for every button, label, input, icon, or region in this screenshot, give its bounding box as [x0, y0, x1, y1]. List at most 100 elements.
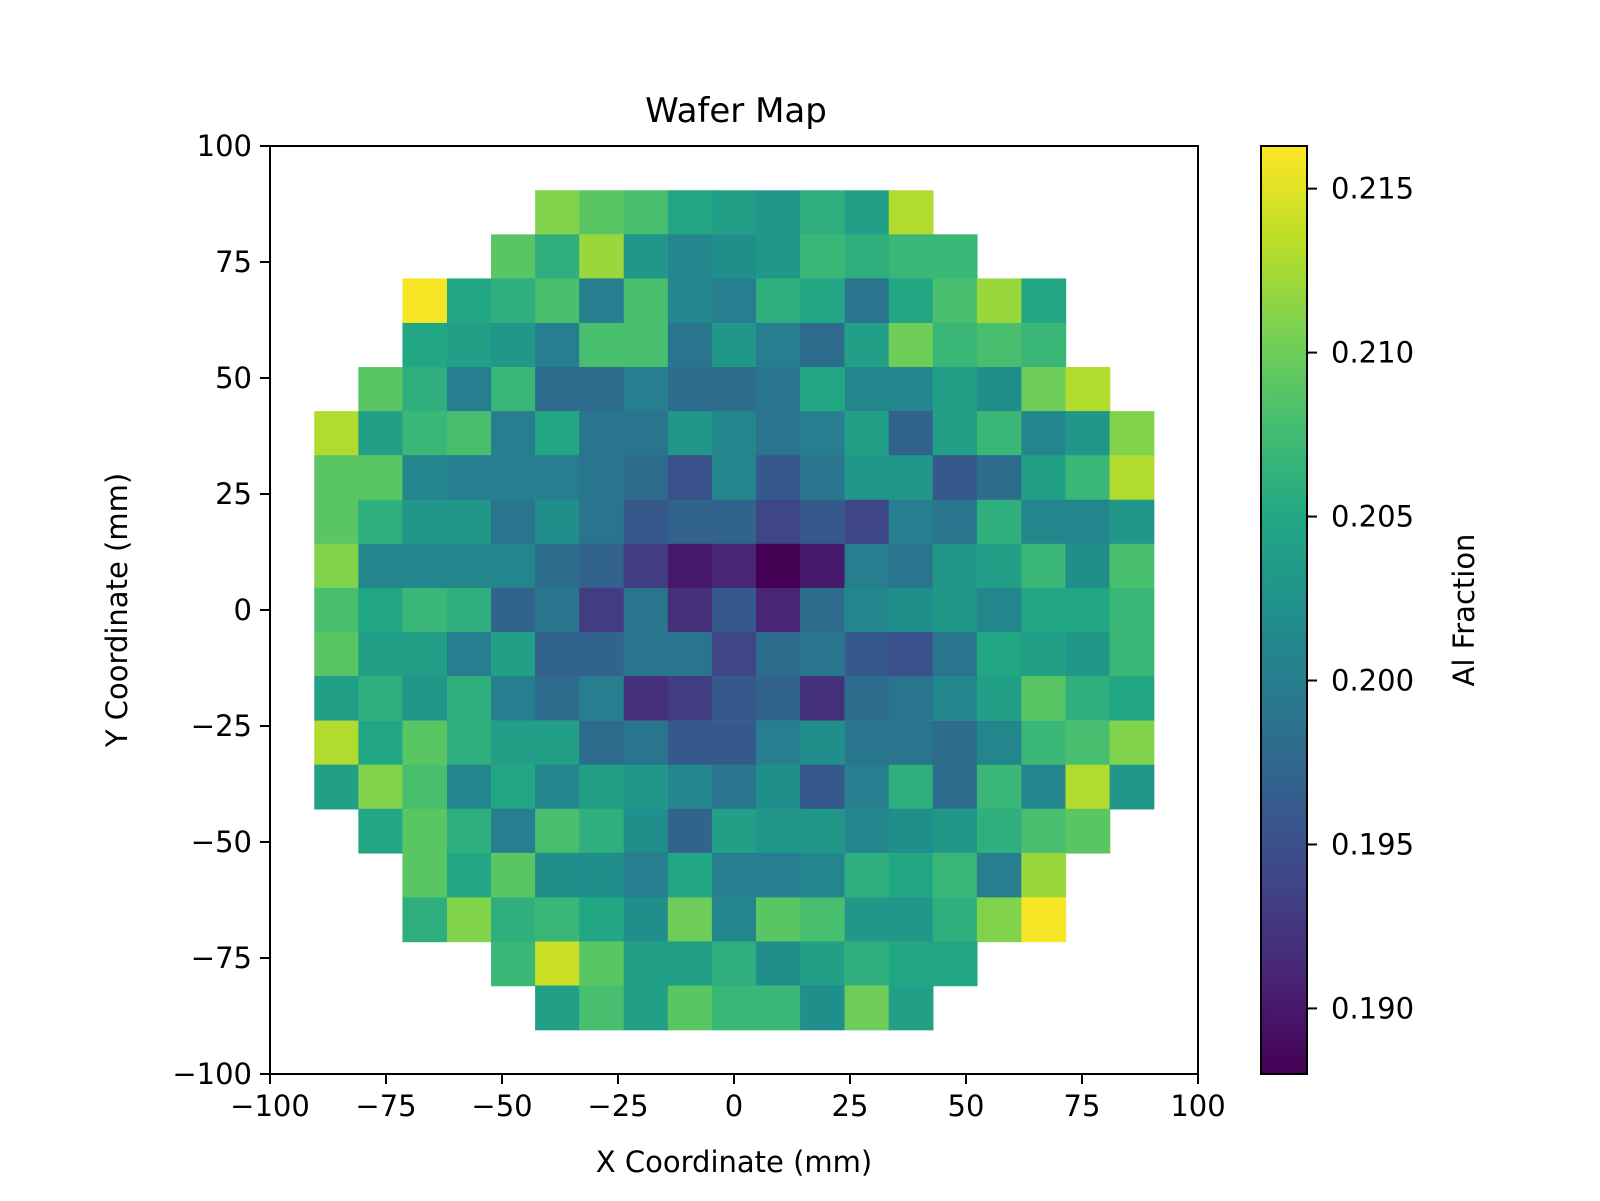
heatmap-cell: [667, 190, 713, 236]
heatmap-cell: [976, 455, 1022, 500]
heatmap-cell: [844, 985, 890, 1031]
heatmap-cell: [844, 190, 890, 236]
heatmap-cell: [1021, 278, 1067, 324]
heatmap-cell: [446, 631, 492, 677]
heatmap-cell: [623, 411, 669, 456]
heatmap-cell: [491, 764, 536, 810]
heatmap-cell: [800, 676, 845, 721]
heatmap-cell: [1109, 455, 1155, 500]
heatmap-cell: [446, 499, 492, 545]
heatmap-cell: [491, 322, 536, 368]
heatmap-cell: [711, 190, 757, 236]
heatmap-cell: [1021, 587, 1067, 633]
heatmap-cell: [1021, 676, 1067, 721]
heatmap-cell: [1109, 631, 1155, 677]
heatmap-cell: [402, 631, 448, 677]
heatmap-cell: [491, 411, 536, 456]
heatmap-cell: [579, 808, 624, 854]
heatmap-cell: [446, 808, 492, 854]
heatmap-cell: [755, 720, 801, 766]
x-tick-label: −50: [471, 1089, 532, 1123]
heatmap-cell: [755, 234, 801, 280]
heatmap-cell: [755, 897, 801, 943]
heatmap-cell: [932, 543, 978, 589]
heatmap-cell: [800, 411, 845, 456]
heatmap-cell: [800, 367, 845, 412]
heatmap-cell: [446, 676, 492, 721]
y-axis-ticks: −100 −75 −50 −25 0 25 50 75 100: [172, 129, 270, 1091]
heatmap-cell: [1021, 897, 1067, 943]
heatmap-cell: [623, 985, 669, 1031]
heatmap-cell: [579, 455, 624, 500]
heatmap-cell: [446, 455, 492, 500]
heatmap-cell: [579, 411, 624, 456]
heatmap-cell: [844, 764, 890, 810]
heatmap-cell: [976, 367, 1022, 412]
heatmap-cell: [667, 278, 713, 324]
heatmap-cell: [667, 985, 713, 1031]
heatmap-cell: [402, 455, 448, 500]
heatmap-cell: [932, 278, 978, 324]
heatmap-cell: [888, 631, 934, 677]
heatmap-cell: [579, 499, 624, 545]
heatmap-cell: [491, 455, 536, 500]
heatmap-cell: [1021, 631, 1067, 677]
heatmap-cell: [932, 499, 978, 545]
heatmap-cell: [535, 499, 580, 545]
heatmap-cell: [579, 897, 624, 943]
heatmap-cell: [755, 941, 801, 987]
heatmap-cell: [844, 676, 890, 721]
heatmap-cell: [314, 720, 360, 766]
heatmap-cell: [579, 985, 624, 1031]
heatmap-cell: [1065, 367, 1111, 412]
heatmap-cell: [932, 455, 978, 500]
heatmap-cell: [491, 676, 536, 721]
heatmap-cell: [1021, 499, 1067, 545]
heatmap-cell: [1109, 676, 1155, 721]
heatmap-cell: [491, 720, 536, 766]
heatmap-cell: [844, 543, 890, 589]
heatmap-cell: [932, 897, 978, 943]
heatmap-cell: [1065, 631, 1111, 677]
heatmap-cell: [535, 808, 580, 854]
heatmap-cell: [711, 367, 757, 412]
heatmap-cell: [314, 455, 360, 500]
heatmap-cell: [1109, 499, 1155, 545]
heatmap-cell: [711, 941, 757, 987]
heatmap-cell: [932, 764, 978, 810]
heatmap-cell: [535, 411, 580, 456]
heatmap-cell: [800, 764, 845, 810]
heatmap-cell: [358, 720, 404, 766]
heatmap-cell: [579, 852, 624, 898]
heatmap-cell: [844, 852, 890, 898]
heatmap-cell: [667, 852, 713, 898]
heatmap-cell: [535, 720, 580, 766]
heatmap-cell: [491, 897, 536, 943]
colorbar-tick-label: 0.205: [1331, 500, 1414, 534]
heatmap-cell: [667, 411, 713, 456]
heatmap-cell: [358, 764, 404, 810]
heatmap-cell: [358, 367, 404, 412]
heatmap-cell: [358, 543, 404, 589]
heatmap-cell: [535, 190, 580, 236]
heatmap-cell: [314, 587, 360, 633]
colorbar: [1260, 145, 1308, 1075]
heatmap-cell: [358, 499, 404, 545]
heatmap-cell: [711, 411, 757, 456]
heatmap-cell: [932, 941, 978, 987]
heatmap-cell: [623, 322, 669, 368]
y-tick-label: 50: [215, 361, 252, 395]
heatmap-cell: [888, 234, 934, 280]
heatmap-cell: [932, 808, 978, 854]
heatmap-cell: [535, 764, 580, 810]
heatmap-cell: [623, 852, 669, 898]
colorbar-tick-label: 0.210: [1331, 336, 1414, 370]
heatmap-cell: [800, 278, 845, 324]
colorbar-label: Al Fraction: [1447, 534, 1481, 687]
colorbar-tick-label: 0.195: [1331, 827, 1414, 861]
heatmap-cell: [535, 234, 580, 280]
heatmap-cell: [535, 631, 580, 677]
heatmap-cell: [844, 499, 890, 545]
heatmap-cell: [844, 720, 890, 766]
